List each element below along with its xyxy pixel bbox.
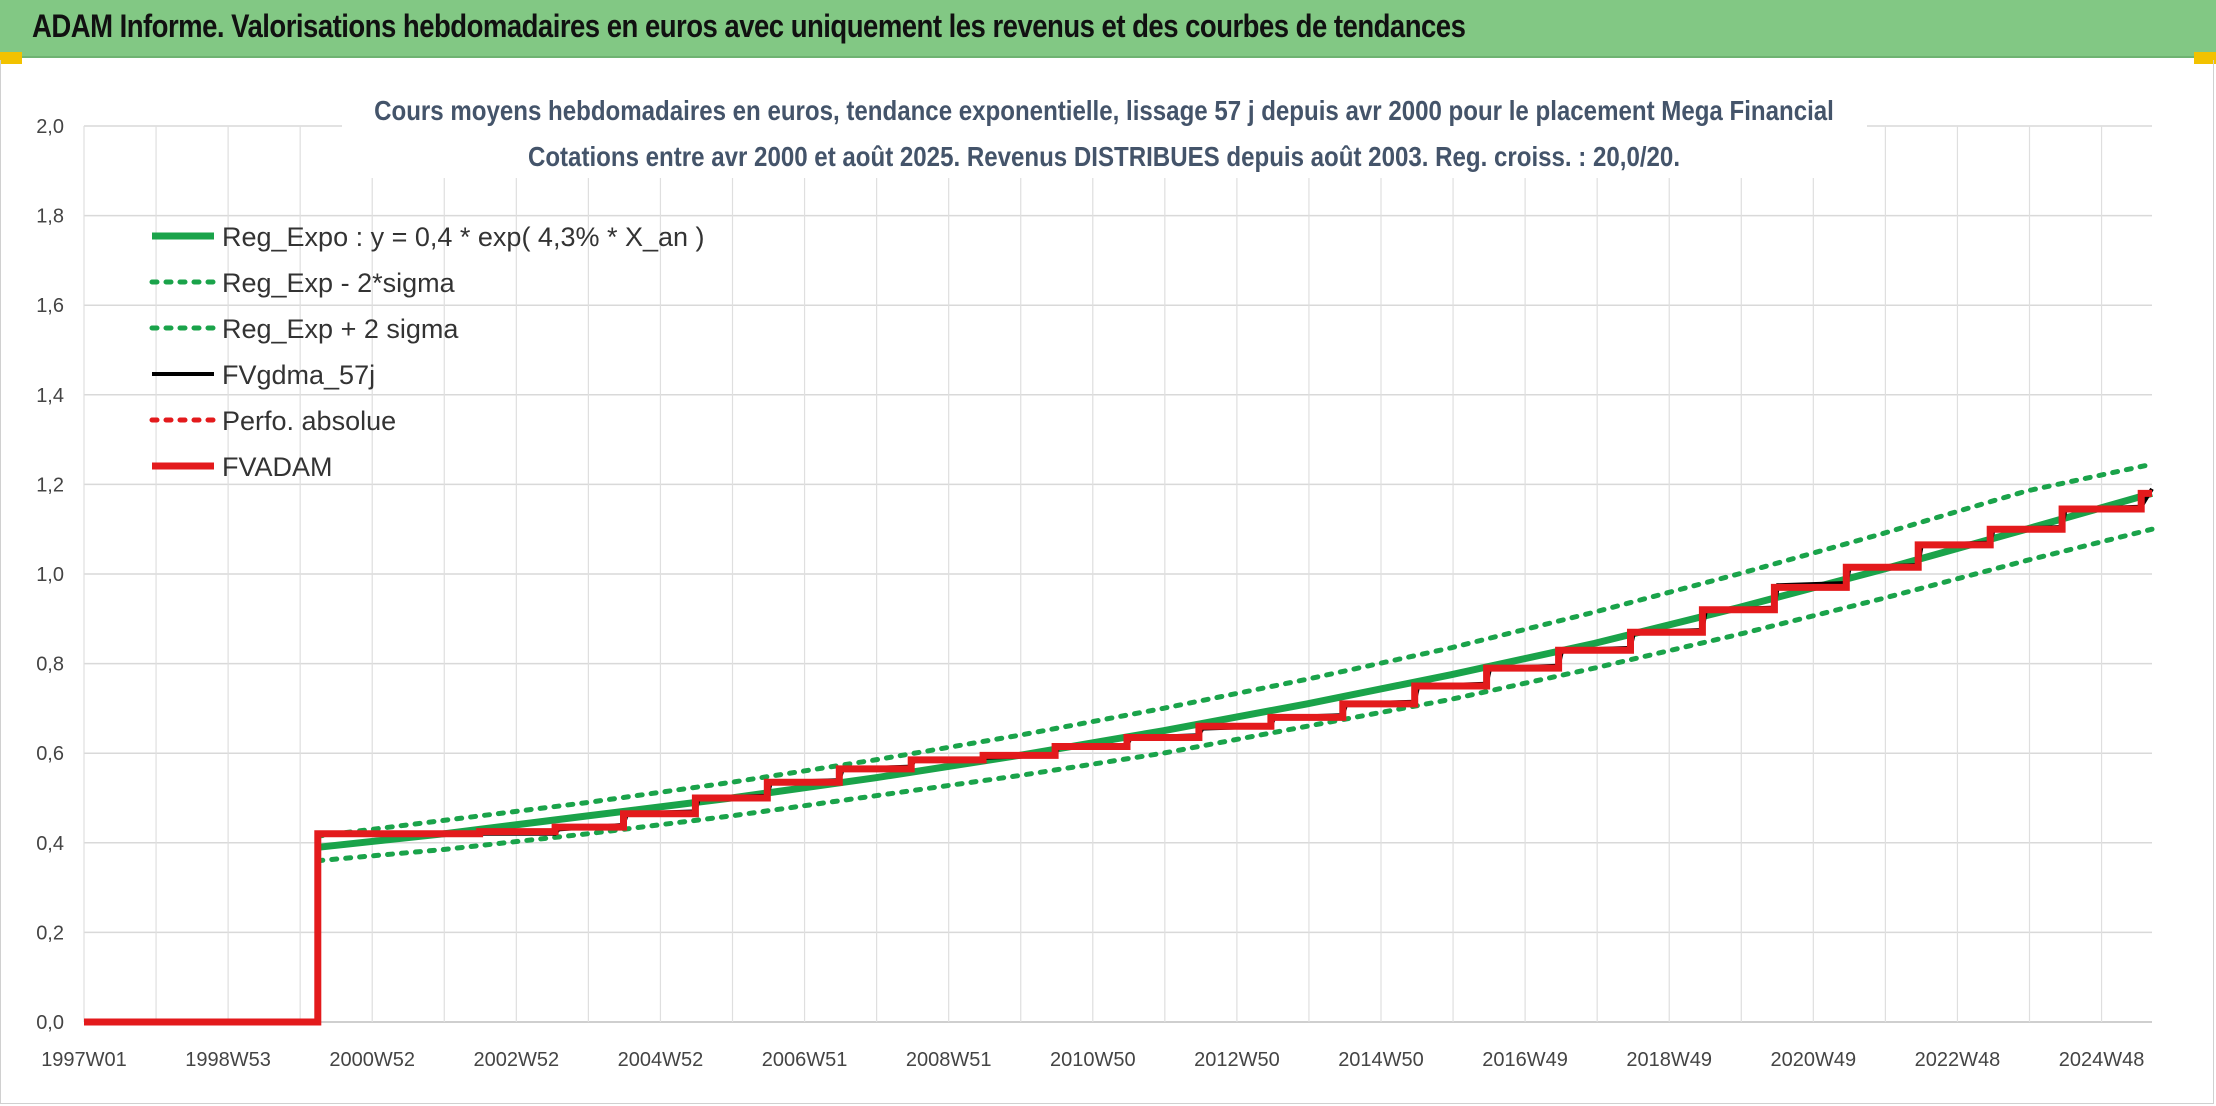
- x-tick-label: 2008W51: [906, 1049, 992, 1071]
- series-line-2: [315, 526, 2155, 864]
- x-tick-label: 2006W51: [762, 1049, 848, 1071]
- chart-legend: Reg_Expo : y = 0,4 * exp( 4,3% * X_an ) R…: [149, 222, 705, 482]
- chart-title-background: [342, 90, 1867, 178]
- header-banner: ADAM Informe. Valorisations hebdomadaire…: [0, 0, 2216, 58]
- chart-axis-labels: 0,0 0,2 0,4 0,6 0,8 1,0 1,2 1,4 1,6 1,8 2,0 1997W01…: [36, 116, 2144, 1071]
- legend-label: Reg_Exp - 2*sigma: [222, 268, 456, 298]
- x-tick-label: 2016W49: [1482, 1049, 1568, 1071]
- legend-label: Reg_Expo : y = 0,4 * exp( 4,3% * X_an ): [222, 222, 705, 252]
- legend-label: FVgdma_57j: [222, 360, 375, 390]
- chart-title-line2: Cotations entre avr 2000 et août 2025. R…: [528, 140, 1680, 172]
- x-tick-label: 2020W49: [1771, 1049, 1857, 1071]
- y-tick-label: 0,2: [36, 922, 64, 944]
- y-tick-label: 1,0: [36, 564, 64, 586]
- x-tick-label: 2022W48: [1915, 1049, 2001, 1071]
- y-tick-label: 0,0: [36, 1012, 64, 1034]
- corner-accent-right: [2194, 52, 2216, 64]
- x-tick-label: 2002W52: [474, 1049, 560, 1071]
- y-tick-label: 1,4: [36, 385, 64, 407]
- y-tick-label: 1,8: [36, 206, 64, 228]
- chart-frame: [0, 60, 2214, 1104]
- legend-label: Perfo. absolue: [222, 406, 396, 436]
- series-line-4: [84, 487, 2154, 1024]
- y-tick-label: 2,0: [36, 116, 64, 138]
- x-tick-label: 2012W50: [1194, 1049, 1280, 1071]
- corner-accent-left: [0, 52, 22, 64]
- series-line-6: [84, 489, 2152, 1026]
- y-tick-label: 1,6: [36, 295, 64, 317]
- series-line-1: [317, 490, 2153, 851]
- y-tick-label: 0,8: [36, 654, 64, 676]
- x-tick-label: 2014W50: [1338, 1049, 1424, 1071]
- x-tick-label: 2010W50: [1050, 1049, 1136, 1071]
- legend-label: FVADAM: [222, 452, 333, 482]
- x-tick-label: 2004W52: [618, 1049, 704, 1071]
- y-tick-label: 1,2: [36, 474, 64, 496]
- chart-title-line1: Cours moyens hebdomadaires en euros, ten…: [374, 94, 1834, 126]
- x-tick-label: 2024W48: [2059, 1049, 2145, 1071]
- y-tick-label: 0,6: [36, 743, 64, 765]
- x-tick-label: 2000W52: [329, 1049, 415, 1071]
- page-title: ADAM Informe. Valorisations hebdomadaire…: [32, 8, 1466, 44]
- chart-series: [84, 461, 2155, 1026]
- x-tick-label: 2018W49: [1626, 1049, 1712, 1071]
- y-tick-label: 0,4: [36, 833, 64, 855]
- x-tick-label: 1997W01: [41, 1049, 127, 1071]
- series-line-3: [315, 461, 2155, 839]
- legend-label: Reg_Exp + 2 sigma: [222, 314, 459, 344]
- x-tick-label: 1998W53: [185, 1049, 271, 1071]
- chart-grid: [83, 125, 2152, 1023]
